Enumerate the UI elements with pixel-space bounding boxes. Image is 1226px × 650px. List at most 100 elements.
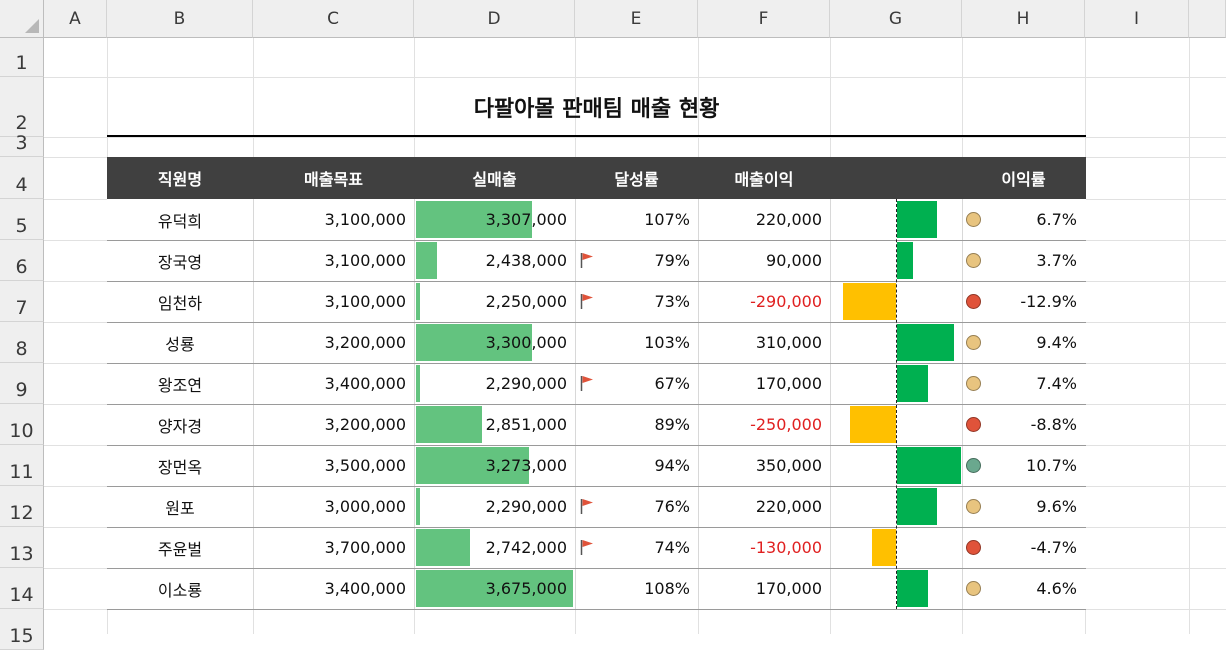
column-header-e[interactable]: E [575,0,698,38]
cell-rate[interactable]: 108% [644,579,690,598]
row-header-3[interactable]: 3 [0,132,44,157]
cell-profit[interactable]: 220,000 [755,497,822,516]
cell-profit[interactable]: -130,000 [750,538,822,557]
column-header-b[interactable]: B [107,0,253,38]
cell-profit[interactable]: 310,000 [755,333,822,352]
cell-name[interactable]: 장국영 [157,252,203,272]
select-all-corner[interactable] [0,0,44,38]
row-header-10[interactable]: 10 [0,404,44,445]
cell-rate[interactable]: 76% [654,497,690,516]
column-header-next[interactable] [1189,0,1226,38]
profit-positive-bar [897,201,937,238]
column-header-a[interactable]: A [44,0,107,38]
cell-name[interactable]: 성룡 [165,334,195,354]
cell-margin[interactable]: -8.8% [1030,415,1077,434]
column-header-c[interactable]: C [253,0,414,38]
row-header-12[interactable]: 12 [0,486,44,527]
cell-margin[interactable]: 10.7% [1026,456,1077,475]
column-header-f[interactable]: F [698,0,830,38]
cell-rate[interactable]: 94% [654,456,690,475]
grid-vertical-line [1189,38,1190,634]
row-header-14[interactable]: 14 [0,568,44,609]
cell-target[interactable]: 3,400,000 [324,579,406,598]
cell-rate[interactable]: 73% [654,292,690,311]
cell-profit[interactable]: 220,000 [755,210,822,229]
header-rate[interactable]: 달성률 [614,170,659,189]
status-dot-icon [966,581,981,596]
cell-actual[interactable]: 3,675,000 [485,579,567,598]
column-header-g[interactable]: G [830,0,962,38]
cell-target[interactable]: 3,100,000 [324,251,406,270]
cell-target[interactable]: 3,200,000 [324,333,406,352]
cell-target[interactable]: 3,100,000 [324,210,406,229]
row-header-8[interactable]: 8 [0,322,44,363]
cell-name[interactable]: 이소룡 [157,580,203,600]
cell-name[interactable]: 장먼옥 [157,457,203,477]
cell-rate[interactable]: 107% [644,210,690,229]
cell-profit[interactable]: 90,000 [766,251,822,270]
row-header-7[interactable]: 7 [0,281,44,322]
cell-rate[interactable]: 74% [654,538,690,557]
cell-profit[interactable]: 350,000 [755,456,822,475]
cell-target[interactable]: 3,100,000 [324,292,406,311]
row-header-9[interactable]: 9 [0,363,44,404]
cell-actual[interactable]: 2,438,000 [485,251,567,270]
header-name[interactable]: 직원명 [157,170,203,189]
cell-margin[interactable]: -4.7% [1030,538,1077,557]
cell-target[interactable]: 3,400,000 [324,374,406,393]
cell-actual[interactable]: 2,290,000 [485,374,567,393]
cell-name[interactable]: 유덕희 [157,211,203,231]
header-margin[interactable]: 이익률 [1001,170,1046,189]
cell-actual[interactable]: 3,300,000 [485,333,567,352]
cell-margin[interactable]: 6.7% [1036,210,1077,229]
cell-name[interactable]: 원포 [165,498,195,518]
cell-margin[interactable]: 7.4% [1036,374,1077,393]
cell-actual[interactable]: 2,290,000 [485,497,567,516]
column-header-d[interactable]: D [414,0,575,38]
header-actual[interactable]: 실매출 [472,170,517,189]
row-header-15[interactable]: 15 [0,609,44,650]
cell-actual[interactable]: 2,742,000 [485,538,567,557]
profit-positive-bar [897,365,928,402]
row-header-1[interactable]: 1 [0,38,44,77]
cell-margin[interactable]: 9.6% [1036,497,1077,516]
cell-rate[interactable]: 67% [654,374,690,393]
column-header-i[interactable]: I [1085,0,1189,38]
row-header-2[interactable]: 2 [0,77,44,137]
cell-rate[interactable]: 89% [654,415,690,434]
flag-icon [580,539,594,555]
cell-margin[interactable]: 3.7% [1036,251,1077,270]
cell-name[interactable]: 양자경 [157,416,203,436]
grid-horizontal-line [44,137,1226,138]
cell-name[interactable]: 임천하 [157,293,203,313]
cell-target[interactable]: 3,500,000 [324,456,406,475]
row-header-5[interactable]: 5 [0,199,44,240]
cell-profit[interactable]: -290,000 [750,292,822,311]
cell-actual[interactable]: 2,250,000 [485,292,567,311]
cell-actual[interactable]: 2,851,000 [485,415,567,434]
actual-data-bar [416,488,420,525]
cell-target[interactable]: 3,200,000 [324,415,406,434]
cell-profit[interactable]: 170,000 [755,374,822,393]
cell-actual[interactable]: 3,307,000 [485,210,567,229]
header-target[interactable]: 매출목표 [304,170,363,189]
cell-margin[interactable]: -12.9% [1020,292,1077,311]
cell-actual[interactable]: 3,273,000 [485,456,567,475]
column-header-h[interactable]: H [962,0,1085,38]
cell-target[interactable]: 3,700,000 [324,538,406,557]
header-profit[interactable]: 매출이익 [734,170,794,189]
cell-rate[interactable]: 79% [654,251,690,270]
cell-name[interactable]: 주윤벌 [157,539,203,559]
cell-profit[interactable]: -250,000 [750,415,822,434]
row-header-6[interactable]: 6 [0,240,44,281]
cell-profit[interactable]: 170,000 [755,579,822,598]
row-header-11[interactable]: 11 [0,445,44,486]
flag-icon [580,293,594,309]
cell-margin[interactable]: 4.6% [1036,579,1077,598]
cell-rate[interactable]: 103% [644,333,690,352]
cell-target[interactable]: 3,000,000 [324,497,406,516]
cell-name[interactable]: 왕조연 [157,375,203,395]
cell-margin[interactable]: 9.4% [1036,333,1077,352]
row-header-4[interactable]: 4 [0,157,44,199]
row-header-13[interactable]: 13 [0,527,44,568]
